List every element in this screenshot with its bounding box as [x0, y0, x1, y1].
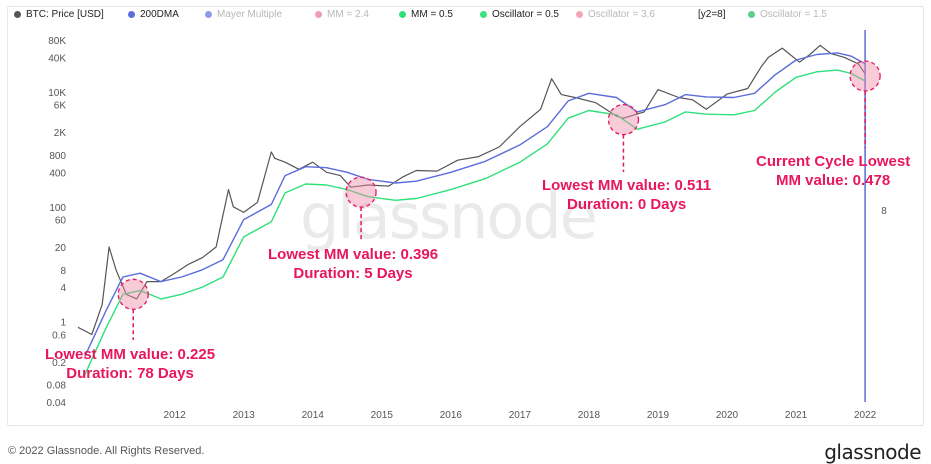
y-tick-label: 10K [48, 88, 66, 99]
y-tick-label: 2K [54, 128, 67, 139]
y-tick-label: 20 [55, 243, 67, 254]
y2-tick-label: 8 [881, 206, 887, 217]
copyright-text: © 2022 Glassnode. All Rights Reserved. [8, 445, 205, 457]
legend-dot-icon [128, 11, 135, 18]
x-tick-label: 2016 [440, 410, 463, 421]
x-tick-label: 2018 [578, 410, 601, 421]
annotation-line: Lowest MM value: 0.511 [542, 177, 712, 194]
legend-item-price[interactable]: BTC: Price [USD] [14, 9, 104, 20]
x-tick-label: 2021 [785, 410, 808, 421]
annotation-line: Current Cycle Lowest [756, 153, 911, 170]
annotation-circle [117, 278, 149, 310]
x-tick-label: 2022 [854, 410, 877, 421]
annotation-2011: Lowest MM value: 0.225 Duration: 78 Days [45, 345, 215, 383]
annotation-line: Lowest MM value: 0.396 [268, 246, 439, 263]
legend-item-y2[interactable]: [y2=8] [698, 9, 726, 20]
legend-dot-icon [14, 11, 21, 18]
annotation-2015: Lowest MM value: 0.396 Duration: 5 Days [268, 245, 438, 283]
series-line-btc-price-usd- [77, 44, 866, 336]
x-tick-label: 2014 [302, 410, 325, 421]
annotation-2019: Lowest MM value: 0.511 Duration: 0 Days [542, 176, 711, 214]
x-tick-label: 2015 [371, 410, 394, 421]
y-tick-label: 4 [60, 283, 66, 294]
legend-item-mayer-multiple[interactable]: Mayer Multiple [205, 9, 282, 20]
annotation-line: Duration: 5 Days [293, 265, 413, 282]
legend-dot-icon [399, 11, 406, 18]
series-line-mm-0-5 [84, 69, 866, 375]
legend-dot-icon [576, 11, 583, 18]
legend-dot-icon [205, 11, 212, 18]
y-tick-label: 0.6 [52, 330, 66, 341]
x-tick-label: 2017 [509, 410, 532, 421]
x-tick-label: 2013 [233, 410, 256, 421]
x-tick-label: 2012 [164, 410, 187, 421]
legend-item-oscillator-1-5[interactable]: Oscillator = 1.5 [748, 9, 827, 20]
watermark: glassnode [300, 180, 598, 253]
annotation-2022: Current Cycle Lowest MM value: 0.478 [756, 152, 910, 190]
price-chart: 0.04 0.08 0.2 0.61 4 8 20 60 100 400 800 2K 6K 10K 40K… [47, 30, 887, 421]
legend-label: MM = 2.4 [327, 9, 369, 20]
annotation-circle [849, 60, 881, 92]
legend-dot-icon [315, 11, 322, 18]
y-tick-label: 60 [55, 216, 67, 227]
x-tick-label: 2019 [647, 410, 670, 421]
y-tick-label: 0.08 [47, 381, 67, 392]
y-tick-label: 8 [60, 266, 66, 277]
legend-item-oscillator-3-6[interactable]: Oscillator = 3.6 [576, 9, 655, 20]
y-tick-label: 80K [48, 36, 66, 47]
legend-label: 200DMA [140, 9, 179, 20]
y-tick-label: 40K [48, 53, 66, 64]
annotation-circle [345, 176, 377, 208]
chart-frame [7, 6, 924, 426]
legend-item-mm-2-4[interactable]: MM = 2.4 [315, 9, 369, 20]
y-tick-label: 0.2 [52, 358, 66, 369]
annotation-circle [607, 103, 640, 136]
legend-label: Oscillator = 1.5 [760, 9, 827, 20]
legend-item-oscillator-0-5[interactable]: Oscillator = 0.5 [480, 9, 559, 20]
legend-label: BTC: Price [USD] [26, 9, 104, 20]
y-tick-label: 1 [60, 318, 66, 329]
legend-label: [y2=8] [698, 9, 726, 20]
legend-label: MM = 0.5 [411, 9, 453, 20]
glassnode-logo: glassnode [824, 440, 921, 464]
y-tick-label: 100 [49, 203, 66, 214]
x-tick-label: 2020 [716, 410, 739, 421]
legend-label: Oscillator = 3.6 [588, 9, 655, 20]
legend-dot-icon [480, 11, 487, 18]
annotation-line: Duration: 0 Days [567, 196, 687, 213]
annotation-line: Duration: 78 Days [66, 365, 194, 382]
legend-dot-icon [748, 11, 755, 18]
legend-item-mm-0-5[interactable]: MM = 0.5 [399, 9, 453, 20]
y-tick-label: 400 [49, 168, 66, 179]
legend-item-200dma[interactable]: 200DMA [128, 9, 179, 20]
annotation-line: Lowest MM value: 0.225 [45, 346, 216, 363]
y-tick-label: 800 [49, 151, 66, 162]
annotation-line: MM value: 0.478 [776, 172, 891, 189]
y-tick-label: 6K [54, 101, 67, 112]
series-line-200dma [84, 52, 866, 357]
legend-label: Mayer Multiple [217, 9, 283, 20]
legend-label: Oscillator = 0.5 [492, 9, 559, 20]
y-tick-label: 0.04 [47, 398, 67, 409]
